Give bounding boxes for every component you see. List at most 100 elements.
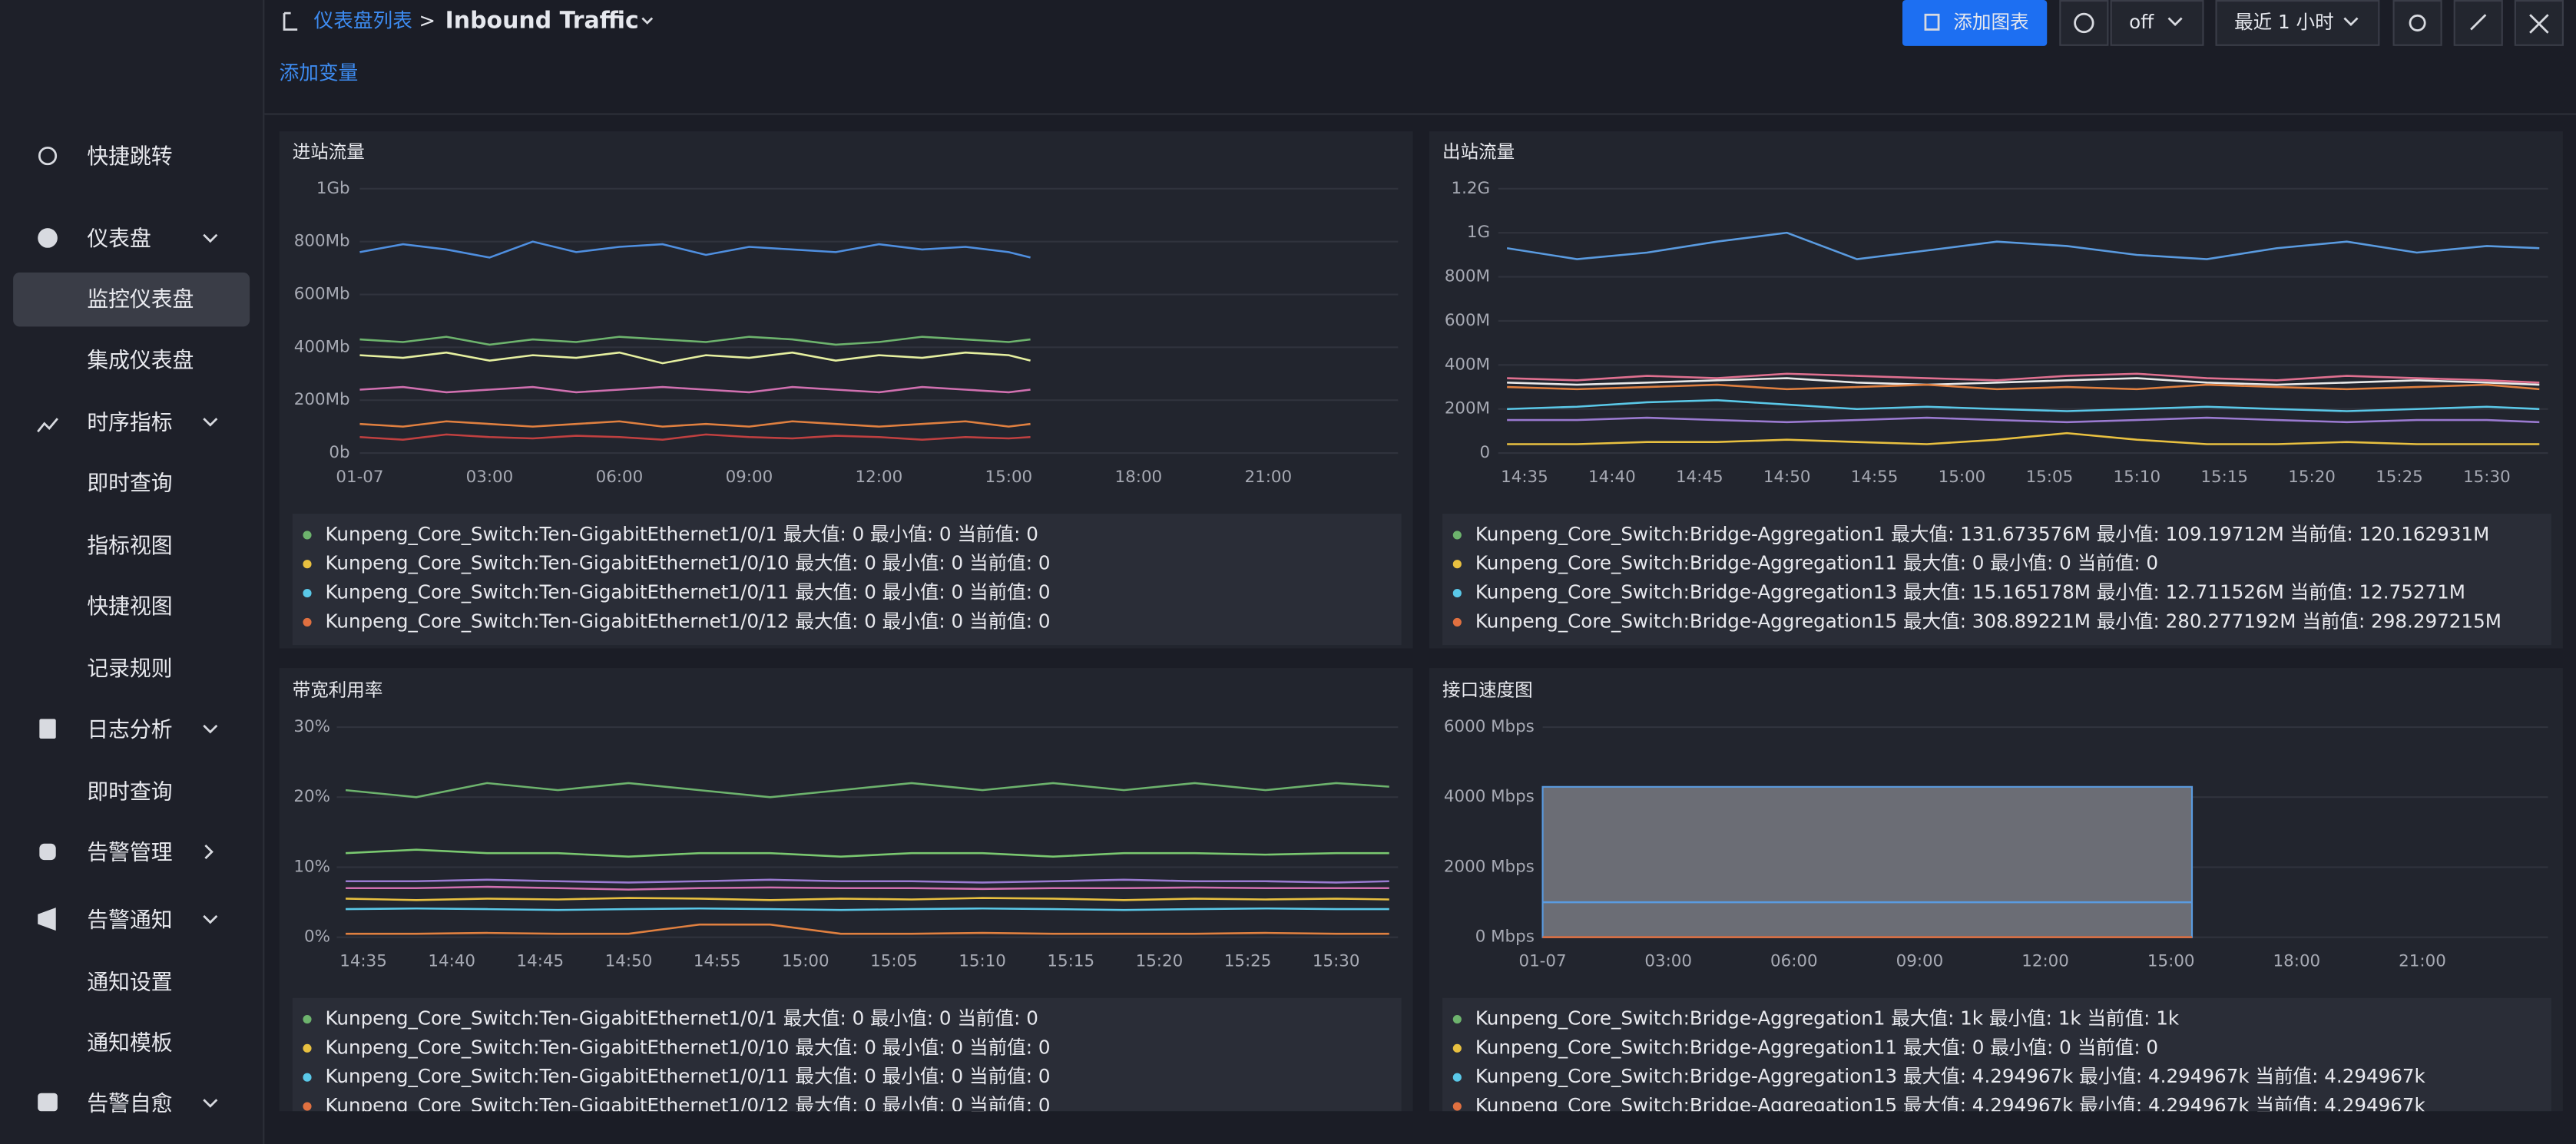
x-tick-label: 15:00 xyxy=(782,952,829,971)
series-line xyxy=(1507,398,2540,412)
refresh-icon xyxy=(2074,12,2094,34)
x-tick-label: 03:00 xyxy=(466,468,514,487)
legend-entry: Kunpeng_Core_Switch:Bridge-Aggregation13… xyxy=(1475,581,2465,603)
y-tick-label: 400M xyxy=(1445,355,1490,374)
selected-item-bg xyxy=(13,272,250,327)
series-line xyxy=(359,433,1031,441)
nav-item[interactable]: 通知模板 xyxy=(87,1030,172,1056)
nav-item[interactable]: 仪表盘 xyxy=(87,226,151,251)
legend-entry: Kunpeng_Core_Switch:Bridge-Aggregation13… xyxy=(1475,1065,2426,1087)
nav-item[interactable]: 快捷视图 xyxy=(87,593,172,619)
legend-entry: Kunpeng_Core_Switch:Ten-GigabitEthernet1… xyxy=(326,523,1038,545)
series-line xyxy=(1507,383,2540,391)
heal-icon xyxy=(38,1093,58,1112)
back-icon[interactable] xyxy=(283,12,298,31)
y-tick-label: 600Mb xyxy=(294,285,350,304)
legend-entry: Kunpeng_Core_Switch:Ten-GigabitEthernet1… xyxy=(326,1007,1038,1030)
series-line xyxy=(1507,416,2540,424)
nav-item[interactable]: 告警通知 xyxy=(87,907,172,932)
time-range-label[interactable]: 最近 1 小时 xyxy=(2234,11,2334,33)
legend-box xyxy=(1442,997,2551,1112)
notify-icon xyxy=(38,908,56,931)
x-tick-label: 15:25 xyxy=(1224,952,1272,971)
add-variable[interactable]: 添加变量 xyxy=(280,62,359,85)
chevron xyxy=(203,233,218,243)
nav-item[interactable]: 即时查询 xyxy=(87,471,172,496)
breadcrumb[interactable]: 仪表盘列表 xyxy=(314,9,412,32)
nav-item[interactable]: 日志分析 xyxy=(87,716,172,742)
refresh-button[interactable] xyxy=(2059,0,2109,46)
x-tick-label: 01-07 xyxy=(1518,952,1566,971)
y-tick-label: 30% xyxy=(293,717,330,736)
title-chevron[interactable] xyxy=(641,17,654,25)
legend-entry: Kunpeng_Core_Switch:Ten-GigabitEthernet1… xyxy=(326,1036,1051,1058)
nav-item[interactable]: 告警管理 xyxy=(87,840,172,865)
metrics-icon xyxy=(37,418,58,433)
x-tick-label: 14:45 xyxy=(517,952,565,971)
nav-item[interactable]: 记录规则 xyxy=(87,656,172,681)
nav-item[interactable]: 告警自愈 xyxy=(87,1091,172,1116)
y-tick-label: 0b xyxy=(329,443,349,462)
dashboard-title[interactable]: Inbound Traffic xyxy=(445,7,639,34)
nav-item[interactable]: 指标视图 xyxy=(87,533,172,558)
nav-item[interactable]: 时序指标 xyxy=(87,410,172,435)
series-line xyxy=(359,385,1031,394)
add-chart-label[interactable]: 添加图表 xyxy=(1953,11,2028,33)
x-tick-label: 15:15 xyxy=(1047,952,1094,971)
x-tick-label: 12:00 xyxy=(2021,952,2069,971)
chevron xyxy=(203,1099,218,1108)
nav-item[interactable]: 通知设置 xyxy=(87,970,172,995)
y-tick-label: 10% xyxy=(293,857,330,876)
log-icon xyxy=(39,719,56,739)
legend-dot xyxy=(1452,617,1462,627)
x-tick-label: 01-07 xyxy=(336,468,383,487)
series-line xyxy=(1507,377,2540,386)
add-chart-button[interactable] xyxy=(1902,0,2048,46)
x-tick-label: 14:40 xyxy=(428,952,475,971)
x-tick-label: 15:00 xyxy=(985,468,1033,487)
settings-button[interactable] xyxy=(2392,0,2442,46)
legend-dot xyxy=(1452,589,1462,598)
legend-entry: Kunpeng_Core_Switch:Bridge-Aggregation1 … xyxy=(1475,523,2489,545)
legend: Kunpeng_Core_Switch:Ten-GigabitEthernet1… xyxy=(303,523,1051,632)
x-tick-label: 14:55 xyxy=(694,952,741,971)
chevron xyxy=(2167,17,2183,27)
x-tick-label: 12:00 xyxy=(856,468,903,487)
legend: Kunpeng_Core_Switch:Bridge-Aggregation1 … xyxy=(1452,1007,2426,1111)
y-tick-label: 4000 Mbps xyxy=(1444,787,1535,806)
fullscreen-icon xyxy=(2529,14,2549,34)
series-line xyxy=(1506,231,2540,260)
legend-entry: Kunpeng_Core_Switch:Ten-GigabitEthernet1… xyxy=(326,552,1051,574)
legend-entry: Kunpeng_Core_Switch:Ten-GigabitEthernet1… xyxy=(326,1094,1051,1116)
legend-dot xyxy=(1452,1014,1462,1024)
nav-item[interactable]: 快捷跳转 xyxy=(87,144,172,169)
x-tick-label: 09:00 xyxy=(726,468,773,487)
nav-item[interactable]: 集成仪表盘 xyxy=(87,347,194,372)
series-line xyxy=(1507,372,2540,384)
refresh-interval-label[interactable]: off xyxy=(2129,11,2154,33)
panel-title: 接口速度图 xyxy=(1442,679,1533,700)
nav-item[interactable]: 监控仪表盘 xyxy=(87,286,194,312)
x-tick-label: 15:15 xyxy=(2200,468,2248,487)
y-tick-label: 1G xyxy=(1467,223,1490,242)
dashboard-icon xyxy=(38,228,58,248)
legend-entry: Kunpeng_Core_Switch:Bridge-Aggregation11… xyxy=(1475,552,2158,574)
series-line xyxy=(345,782,1389,798)
y-tick-label: 20% xyxy=(293,787,330,806)
x-tick-label: 06:00 xyxy=(596,468,644,487)
y-tick-label: 0 xyxy=(1479,443,1490,462)
legend-dot xyxy=(303,1102,312,1111)
x-tick-label: 03:00 xyxy=(1644,952,1692,971)
legend-entry: Kunpeng_Core_Switch:Bridge-Aggregation1 … xyxy=(1475,1007,2180,1030)
breadcrumb-separator: > xyxy=(419,9,435,32)
x-tick-label: 15:05 xyxy=(2026,468,2074,487)
x-tick-label: 14:40 xyxy=(1588,468,1636,487)
series-line xyxy=(345,848,1389,858)
x-tick-label: 09:00 xyxy=(1896,952,1944,971)
x-tick-label: 15:25 xyxy=(2376,468,2423,487)
series-line xyxy=(359,420,1031,428)
nav-item[interactable]: 即时查询 xyxy=(87,779,172,805)
sidebar xyxy=(0,0,263,1144)
y-tick-label: 1Gb xyxy=(316,179,350,198)
refresh-interval[interactable] xyxy=(2110,0,2204,46)
